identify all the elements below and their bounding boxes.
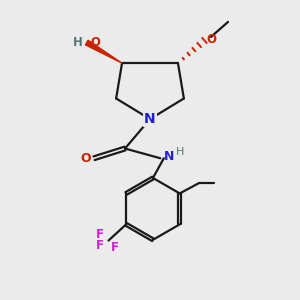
Text: F: F [96,239,104,252]
Polygon shape [85,40,122,63]
Text: H: H [176,147,184,157]
Text: F: F [96,228,104,241]
Text: O: O [206,33,216,46]
Text: H: H [73,36,83,49]
Text: N: N [164,150,174,163]
Text: -O: -O [86,36,101,49]
Text: N: N [144,112,156,126]
Text: O: O [80,152,91,165]
Text: F: F [111,241,119,254]
